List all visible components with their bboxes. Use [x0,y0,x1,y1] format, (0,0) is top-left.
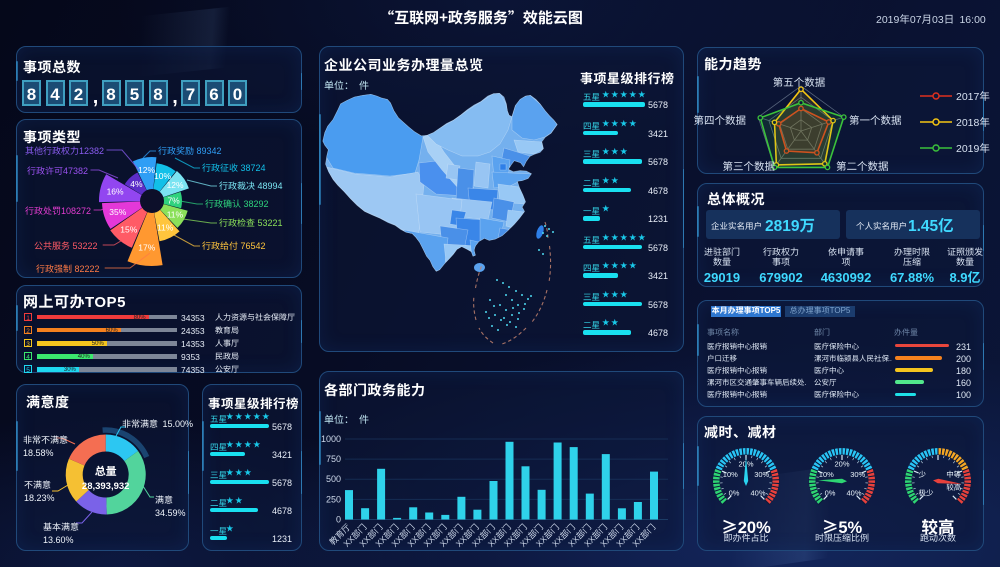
svg-text:10%: 10% [723,469,738,480]
svg-text:较高: 较高 [946,482,961,493]
svg-text:10%: 10% [819,469,834,480]
svg-text:15%: 15% [120,224,137,236]
svg-text:40%: 40% [750,488,765,499]
svg-text:行政给付 76542: 行政给付 76542 [202,239,266,252]
svg-text:30%: 30% [850,469,865,480]
svg-text:11%: 11% [157,221,174,233]
svg-text:17%: 17% [138,242,155,254]
svg-text:4%: 4% [130,178,143,190]
svg-text:30%: 30% [754,469,769,480]
svg-text:极少: 极少 [919,488,934,499]
svg-text:中等: 中等 [946,469,961,480]
svg-text:行政征收 38724: 行政征收 38724 [202,161,266,174]
svg-text:行政裁决 48994: 行政裁决 48994 [219,179,283,192]
svg-text:35%: 35% [109,206,126,218]
svg-text:11%: 11% [167,209,184,221]
svg-text:行政处罚108272: 行政处罚108272 [25,204,91,217]
svg-text:1000: 1000 [321,432,341,445]
svg-text:0%: 0% [825,488,836,499]
svg-text:行政强制 82222: 行政强制 82222 [36,262,100,275]
svg-text:行政奖励 89342: 行政奖励 89342 [158,144,222,157]
svg-text:行政检查 53221: 行政检查 53221 [219,216,283,229]
svg-text:0: 0 [336,513,341,526]
svg-text:750: 750 [326,452,341,465]
svg-text:10%: 10% [154,170,171,182]
svg-text:0%: 0% [729,488,740,499]
svg-text:16%: 16% [107,185,124,197]
svg-text:少: 少 [919,469,927,480]
svg-text:12%: 12% [167,179,184,191]
svg-text:7%: 7% [167,194,180,206]
svg-text:行政确认 38292: 行政确认 38292 [205,197,269,210]
svg-text:500: 500 [326,472,341,485]
svg-text:20%: 20% [834,459,849,470]
svg-text:公共服务 53222: 公共服务 53222 [34,239,98,252]
svg-text:其他行政权力12382: 其他行政权力12382 [25,144,104,157]
svg-text:250: 250 [326,492,341,505]
svg-text:12%: 12% [138,164,155,176]
svg-text:行政许可47382: 行政许可47382 [27,164,88,177]
svg-text:40%: 40% [846,488,861,499]
